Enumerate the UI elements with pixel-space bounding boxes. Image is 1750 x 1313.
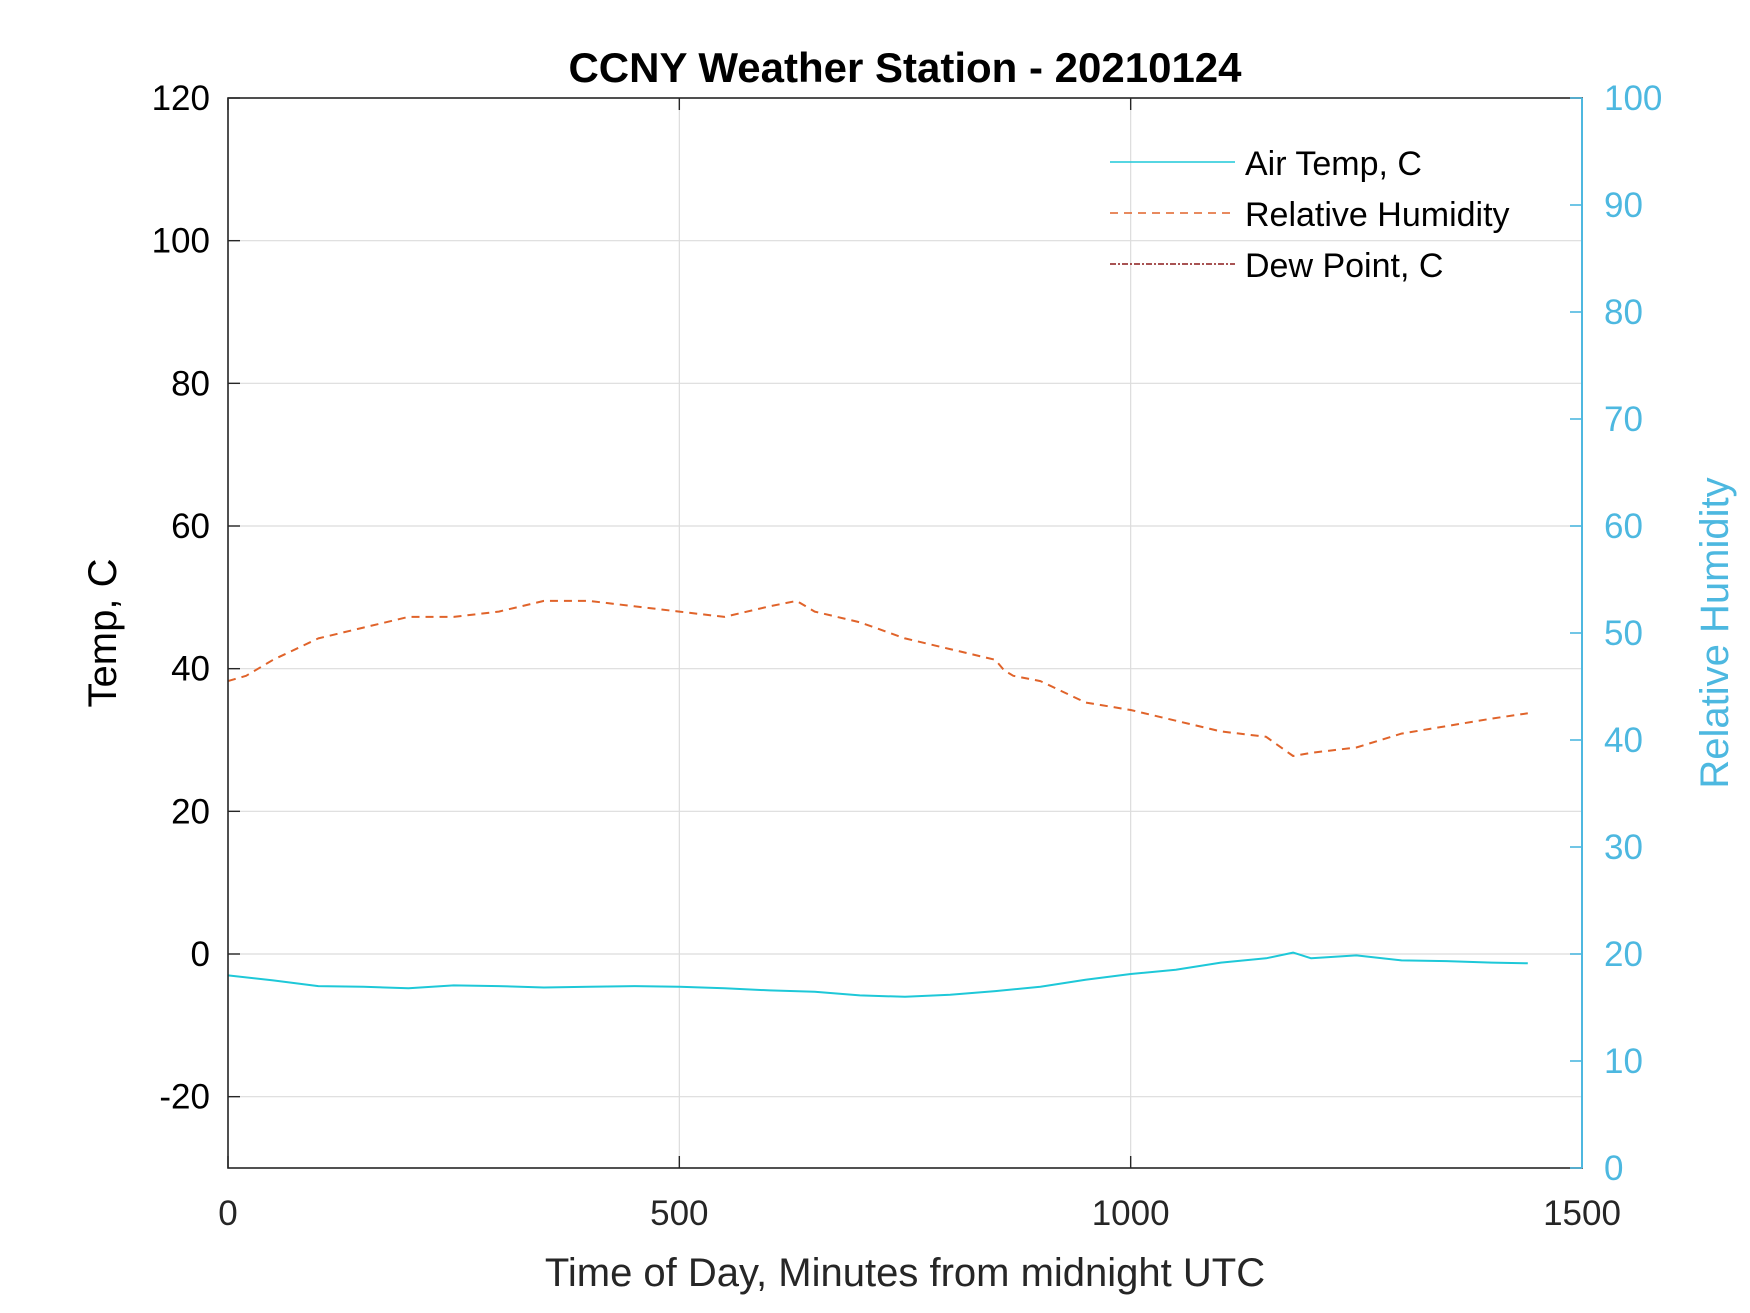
series-air-temp [227,951,1528,998]
right-tick-label: 20 [1604,935,1643,974]
x-tick-label: 1500 [1543,1194,1621,1233]
right-tick-label: 50 [1604,614,1643,653]
left-axis-title: Temp, C [81,559,125,708]
right-tick-label: 40 [1604,721,1643,760]
grid-lines [227,97,1583,1168]
right-tick-label: 90 [1604,186,1643,225]
legend-label-dew-point: Dew Point, C [1245,247,1443,285]
left-tick-label: 60 [171,507,210,546]
right-tick-label: 70 [1604,400,1643,439]
axes: 0 500 1000 1500 -20 0 20 40 60 80 100 120 0 10 20 30 40 5… [152,79,1663,1233]
left-tick-label: 80 [171,364,210,403]
x-tick-label: 500 [650,1194,708,1233]
left-tick-label: 40 [171,650,210,689]
left-tick-label: 120 [152,79,210,118]
left-tick-label: 20 [171,792,210,831]
right-tick-label: 0 [1604,1149,1623,1188]
right-tick-label: 10 [1604,1042,1643,1081]
right-tick-label: 80 [1604,293,1643,332]
right-axis-title: Relative Humidity [1693,477,1737,788]
chart-title: CCNY Weather Station - 20210124 [568,44,1242,91]
legend-label-air-temp: Air Temp, C [1245,145,1422,183]
right-tick-label: 60 [1604,507,1643,546]
series-humidity [227,599,1528,757]
left-tick-label: 100 [152,222,210,261]
right-tick-label: 30 [1604,828,1643,867]
x-tick-label: 0 [218,1194,237,1233]
series-layer [227,599,1528,998]
x-axis-title: Time of Day, Minutes from midnight UTC [545,1251,1265,1295]
legend-label-humidity: Relative Humidity [1245,196,1510,234]
x-tick-label: 1000 [1092,1194,1170,1233]
right-tick-label: 100 [1604,79,1662,118]
left-tick-label: 0 [191,935,210,974]
legend: Air Temp, C Relative Humidity Dew Point,… [1110,145,1510,285]
left-tick-label: -20 [159,1078,210,1117]
